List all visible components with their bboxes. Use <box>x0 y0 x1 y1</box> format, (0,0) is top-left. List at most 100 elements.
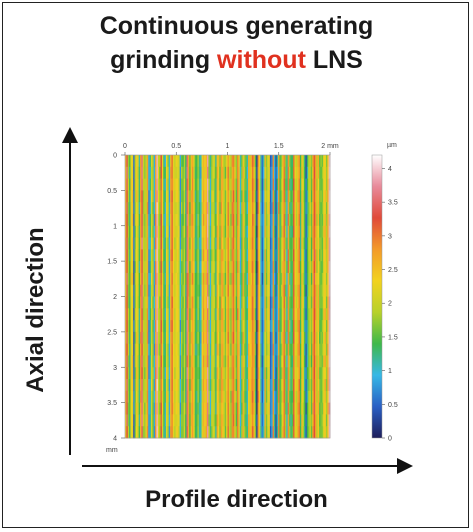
heatmap-cell <box>163 414 166 427</box>
heatmap-cell <box>257 308 260 321</box>
heatmap-cell <box>317 272 320 286</box>
heatmap-cell <box>205 272 208 286</box>
heatmap-cell <box>157 261 160 274</box>
heatmap-cell <box>257 284 260 297</box>
heatmap-cell <box>246 178 249 191</box>
heatmap-cell <box>194 284 197 297</box>
heatmap-cell <box>226 402 228 415</box>
heatmap-cell <box>280 225 283 238</box>
heatmap-cell <box>156 202 159 215</box>
heatmap-cell <box>183 379 186 392</box>
heatmap-cell <box>223 320 226 333</box>
heatmap-cell <box>320 284 323 297</box>
heatmap-cell <box>212 367 215 380</box>
heatmap-cell <box>152 296 155 309</box>
heatmap-cell <box>167 237 170 250</box>
heatmap-cell <box>215 308 217 321</box>
heatmap-cell <box>176 402 179 415</box>
heatmap-cell <box>324 178 327 191</box>
heatmap-cell <box>138 343 141 356</box>
heatmap-cell <box>164 296 167 309</box>
heatmap-cell <box>267 379 269 392</box>
heatmap-cell <box>320 249 323 262</box>
heatmap-cell <box>209 343 212 356</box>
heatmap-cell <box>196 331 198 345</box>
heatmap-cell <box>317 390 320 404</box>
heatmap-cell <box>302 367 305 380</box>
heatmap-cell <box>268 379 271 392</box>
heatmap-cell <box>275 308 278 321</box>
heatmap-cell <box>217 272 220 286</box>
heatmap-cell <box>239 426 242 439</box>
heatmap-cell <box>191 343 194 356</box>
heatmap-cell <box>208 367 211 380</box>
heatmap-cell <box>264 284 267 297</box>
heatmap-cell <box>146 402 149 415</box>
heatmap-cell <box>295 178 298 191</box>
heatmap-cell <box>286 155 289 168</box>
heatmap-cell <box>187 155 190 168</box>
heatmap-cell <box>316 261 319 274</box>
heatmap-cell <box>253 155 256 168</box>
heatmap-cell <box>197 308 200 321</box>
heatmap-cell <box>295 261 298 274</box>
heatmap-cell <box>186 296 189 309</box>
heatmap-cell <box>202 402 205 415</box>
heatmap-cell <box>275 237 278 250</box>
heatmap-cell <box>222 343 224 356</box>
heatmap-cell <box>149 178 152 191</box>
heatmap-cell <box>194 379 197 392</box>
heatmap-cell <box>310 426 313 439</box>
heatmap-cell <box>280 402 283 415</box>
heatmap-cell <box>140 390 142 404</box>
heatmap-cell <box>253 308 256 321</box>
heatmap-cell <box>208 190 211 203</box>
heatmap-cell <box>298 272 301 286</box>
heatmap-cell <box>190 343 193 356</box>
heatmap-cell <box>272 426 275 439</box>
heatmap-cell <box>231 367 234 380</box>
heatmap-cell <box>207 225 209 238</box>
heatmap-cell <box>245 202 248 215</box>
heatmap-cell <box>246 296 249 309</box>
heatmap-cell <box>157 296 160 309</box>
heatmap-cell <box>187 166 190 179</box>
heatmap-cell <box>312 320 314 333</box>
heatmap-cell <box>131 155 134 168</box>
heatmap-cell <box>286 213 289 227</box>
heatmap-cell <box>232 237 235 250</box>
heatmap-cell <box>321 402 324 415</box>
heatmap-cell <box>308 355 310 368</box>
heatmap-cell <box>324 379 327 392</box>
heatmap-cell <box>289 284 291 297</box>
heatmap-cell <box>161 426 164 439</box>
heatmap-cell <box>263 367 265 380</box>
heatmap-cell <box>167 190 170 203</box>
heatmap-cell <box>235 379 238 392</box>
heatmap-cell <box>209 190 212 203</box>
heatmap-cell <box>295 379 298 392</box>
heatmap-cell <box>212 249 215 262</box>
heatmap-cell <box>308 284 310 297</box>
heatmap-cell <box>125 296 127 309</box>
heatmap-cell <box>230 320 232 333</box>
heatmap-cell <box>284 296 287 309</box>
heatmap-cell <box>193 202 196 215</box>
heatmap-cell <box>298 237 301 250</box>
heatmap-cell <box>190 225 193 238</box>
heatmap-cell <box>167 202 170 215</box>
heatmap-cell <box>176 308 179 321</box>
heatmap-cell <box>253 178 256 191</box>
heatmap-cell <box>148 261 150 274</box>
y-tick-label: 1.5 <box>107 259 117 266</box>
heatmap-cell <box>179 225 182 238</box>
heatmap-cell <box>271 296 273 309</box>
heatmap-cell <box>152 308 155 321</box>
heatmap-cell <box>320 308 323 321</box>
heatmap-cell <box>130 390 133 404</box>
heatmap-cell <box>182 190 185 203</box>
heatmap-cell <box>155 249 157 262</box>
heatmap-cell <box>271 166 273 179</box>
heatmap-cell <box>237 249 239 262</box>
heatmap-cell <box>142 331 145 345</box>
